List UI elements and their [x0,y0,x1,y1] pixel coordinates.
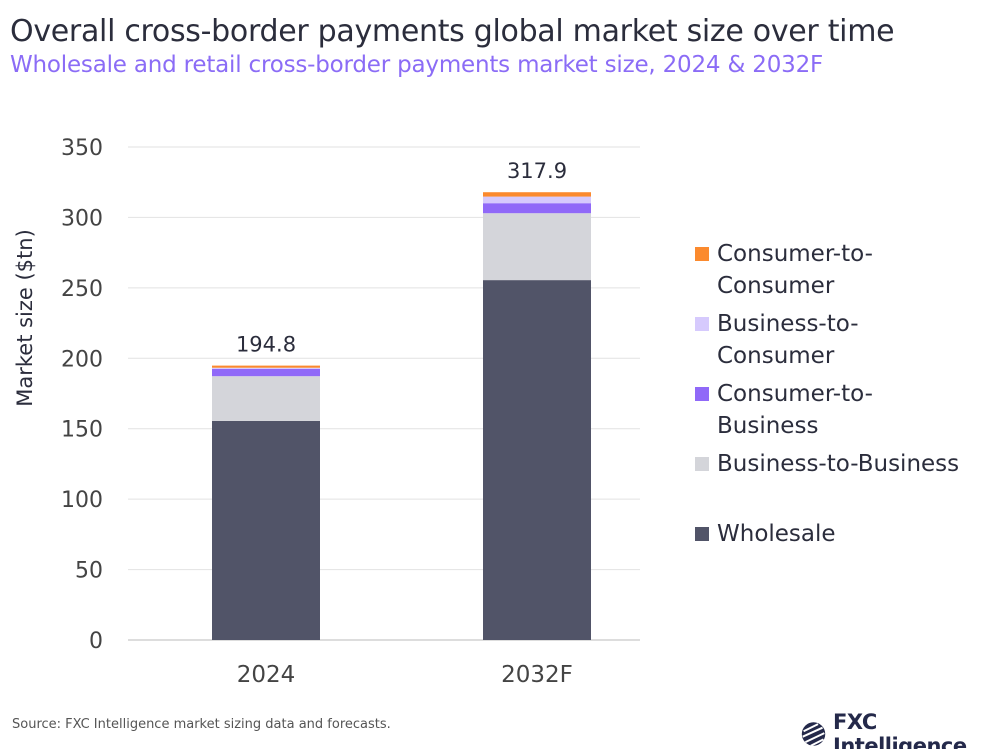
y-tick-label: 350 [61,136,103,161]
legend-swatch [695,317,709,331]
x-tick-label: 2032F [501,662,573,688]
bar-segment-business-to-consumer [212,367,320,369]
x-tick-label: 2024 [237,662,296,688]
chart-subtitle: Wholesale and retail cross-border paymen… [10,52,824,78]
legend-swatch [695,457,709,471]
y-tick-label: 150 [61,418,103,443]
bar-segment-consumer-to-consumer [483,192,591,197]
y-tick-label: 250 [61,277,103,302]
bar-segment-business-to-business [212,376,320,421]
bar-segment-wholesale [483,280,591,640]
y-tick-label: 50 [75,559,103,584]
legend-swatch [695,527,709,541]
logo-text: FXC Intelligence [833,710,967,749]
bar-segment-wholesale [212,420,320,640]
fxc-logo: FXC Intelligence [800,710,999,749]
chart-title: Overall cross-border payments global mar… [10,14,895,49]
legend-label: Consumer-to- Consumer [717,241,873,299]
legend-swatch [695,387,709,401]
source-note: Source: FXC Intelligence market sizing d… [12,717,391,732]
legend-label: Consumer-to- Business [717,381,873,439]
y-tick-label: 100 [61,488,103,513]
y-tick-label: 0 [89,629,103,654]
bar-segment-consumer-to-business [483,203,591,214]
bar-segment-business-to-business [483,213,591,281]
legend-label: Business-to-Business [717,451,960,477]
legend-label: Wholesale [717,521,836,547]
fxc-logo-icon [801,722,826,747]
legend-swatch [695,247,709,261]
bar-segment-consumer-to-business [212,368,320,377]
bar-segment-business-to-consumer [483,196,591,204]
y-tick-label: 200 [61,347,103,372]
legend-label: Business-to- Consumer [717,311,859,369]
y-axis-label: Market size ($tn) [13,229,37,407]
bar-segment-consumer-to-consumer [212,365,320,368]
y-tick-label: 300 [61,206,103,231]
total-label: 194.8 [236,333,296,357]
total-label: 317.9 [507,159,567,183]
